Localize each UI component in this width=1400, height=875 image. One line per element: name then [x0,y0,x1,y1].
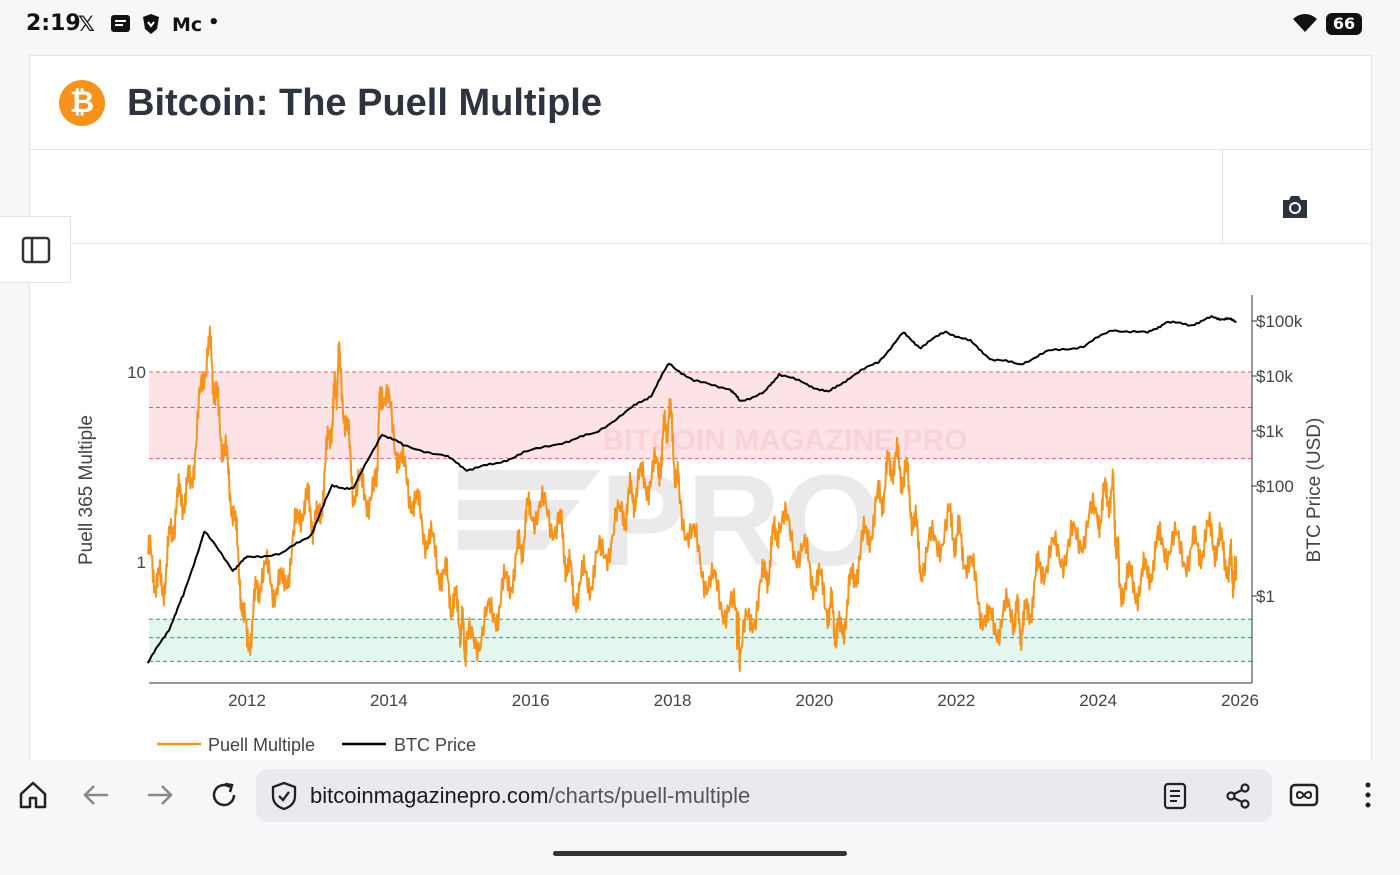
legend-item-btc-price[interactable]: BTC Price [342,735,476,755]
camera-icon[interactable] [1280,192,1310,222]
sidebar-toggle-button[interactable] [0,216,71,283]
puell-multiple-line [147,325,1238,673]
medium-app-icon: Mc [172,14,203,36]
share-icon[interactable] [1224,782,1252,810]
y-left-axis-title: Puell 365 Multiple [76,415,97,565]
x-tick-label: 2018 [654,691,692,710]
chart-watermark: BITCOIN MAGAZINE PRO PRO [458,424,968,593]
y-left-tick-label: 10 [127,363,146,382]
x-tick-label: 2022 [937,691,975,710]
x-tick-label: 2024 [1079,691,1117,710]
tabs-switcher-icon[interactable] [1288,779,1320,811]
url-domain: bitcoinmagazinepro.com [310,783,549,808]
bitcoin-logo-icon: ₿ [59,80,105,126]
wifi-icon [1293,14,1317,32]
chart-series [146,315,1238,673]
x-app-icon: 𝕏 [78,12,95,36]
brave-app-icon [143,14,159,34]
y-right-axis-title: BTC Price (USD) [1304,418,1325,563]
page-title: Bitcoin: The Puell Multiple [127,82,602,124]
reader-mode-icon[interactable] [1162,782,1188,810]
toolbar-divider [1222,150,1223,243]
browser-toolbar: bitcoinmagazinepro.com/charts/puell-mult… [0,760,1400,875]
y-right-tick-label: $100k [1256,312,1303,331]
status-bar: 2:19 𝕏 Mc • 66 [0,0,1400,50]
legend-label-btc-price: BTC Price [394,735,476,755]
back-arrow-icon[interactable] [80,779,112,811]
y-right-tick-label: $10k [1256,367,1293,386]
x-tick-label: 2012 [228,691,266,710]
forward-arrow-icon[interactable] [144,779,176,811]
home-indicator [553,851,847,856]
y-left-tick-label: 1 [137,553,146,572]
legend-label-puell: Puell Multiple [208,735,315,755]
chart-toolbar [30,150,1371,244]
chart-legend: Puell Multiple BTC Price [157,735,476,755]
url-path: /charts/puell-multiple [548,783,751,808]
puell-chart: BITCOIN MAGAZINE PRO PRO 2012 2014 2016 201… [76,295,1325,755]
secure-shield-icon[interactable] [270,781,298,811]
band-undervalued [149,619,1252,662]
x-tick-label: 2020 [796,691,834,710]
status-time: 2:19 [26,11,81,36]
x-tick-label: 2014 [370,691,408,710]
message-app-icon [111,15,130,32]
battery-level: 66 [1332,14,1356,33]
right-axis-ticks: $1 $100 $1k $10k $100k [1252,312,1303,606]
x-axis-ticks: 2012 2014 2016 2018 2020 2022 2024 2026 [228,691,1259,710]
y-right-tick-label: $1 [1256,587,1275,606]
home-icon[interactable] [17,779,49,811]
svg-text:PRO: PRO [600,447,882,593]
y-right-tick-label: $1k [1256,422,1284,441]
x-tick-label: 2026 [1221,691,1259,710]
sidebar-toggle-icon [21,236,51,264]
btc-price-line [146,315,1237,664]
left-axis-ticks: 1 10 [127,363,146,572]
legend-item-puell[interactable]: Puell Multiple [157,735,315,755]
battery-icon: 66 [1326,13,1362,35]
reload-icon[interactable] [208,779,240,811]
more-notifications-icon: • [208,12,220,33]
address-bar[interactable]: bitcoinmagazinepro.com/charts/puell-mult… [256,769,1272,822]
watermark-logo: PRO [458,447,882,593]
y-right-tick-label: $100 [1256,477,1294,496]
url-text[interactable]: bitcoinmagazinepro.com/charts/puell-mult… [310,783,750,809]
x-tick-label: 2016 [512,691,550,710]
title-row: ₿ Bitcoin: The Puell Multiple [30,56,1371,150]
more-menu-icon[interactable] [1352,779,1384,811]
